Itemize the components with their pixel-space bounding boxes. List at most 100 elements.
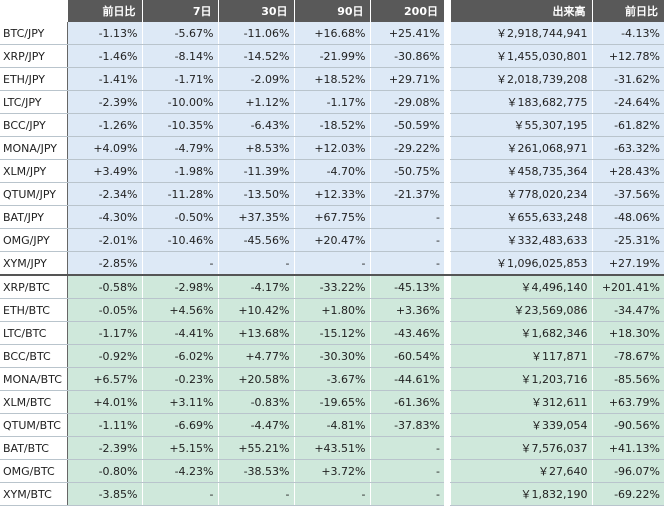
value-cell: -15.12% — [293, 321, 370, 345]
value-cell: -11.28% — [141, 182, 218, 206]
value-cell: -2.34% — [66, 182, 142, 206]
value-cell: -1.71% — [141, 67, 218, 91]
header-cell: 90日 — [293, 0, 370, 22]
value-cell: +10.42% — [217, 298, 294, 322]
value-cell: - — [293, 482, 370, 506]
value-cell: -21.37% — [369, 182, 444, 206]
value-cell: +20.47% — [293, 228, 370, 252]
pair-name: XLM/JPY — [0, 159, 68, 183]
value-cell: +3.49% — [66, 159, 142, 183]
value-cell: -2.09% — [217, 67, 294, 91]
value-cell: -18.52% — [293, 113, 370, 137]
value-cell: +18.30% — [591, 321, 664, 345]
value-cell: -1.11% — [66, 413, 142, 437]
value-cell: - — [141, 251, 218, 276]
value-cell: -5.67% — [141, 22, 218, 45]
pair-name: BTC/JPY — [0, 22, 68, 45]
value-cell: - — [369, 228, 444, 252]
value-cell: ￥339,054 — [449, 413, 592, 437]
table-row: BTC/JPY -1.13% -5.67% -11.06% +16.68% +25.41%… — [0, 22, 664, 45]
value-cell: -85.56% — [591, 367, 664, 391]
value-cell: -44.61% — [369, 367, 444, 391]
pair-name: ETH/BTC — [0, 298, 68, 322]
gap — [444, 22, 450, 45]
value-cell: -29.22% — [369, 136, 444, 160]
gap — [444, 298, 450, 322]
pair-name: XYM/BTC — [0, 482, 68, 506]
value-cell: -4.41% — [141, 321, 218, 345]
value-cell: - — [141, 482, 218, 506]
value-cell: +37.35% — [217, 205, 294, 229]
value-cell: -50.59% — [369, 113, 444, 137]
pair-name: OMG/BTC — [0, 459, 68, 483]
value-cell: +4.77% — [217, 344, 294, 368]
value-cell: -30.86% — [369, 44, 444, 68]
value-cell: +27.19% — [591, 251, 664, 276]
value-cell: -4.70% — [293, 159, 370, 183]
gap — [444, 159, 450, 183]
value-cell: - — [369, 459, 444, 483]
table-row: QTUM/JPY -2.34% -11.28% -13.50% +12.33% -21.3… — [0, 182, 664, 206]
value-cell: +28.43% — [591, 159, 664, 183]
gap — [444, 413, 450, 437]
value-cell: -1.17% — [293, 90, 370, 114]
value-cell: ￥312,611 — [449, 390, 592, 414]
value-cell: -38.53% — [217, 459, 294, 483]
value-cell: -60.54% — [369, 344, 444, 368]
value-cell: -50.75% — [369, 159, 444, 183]
value-cell: +4.56% — [141, 298, 218, 322]
gap — [444, 459, 450, 483]
value-cell: -4.47% — [217, 413, 294, 437]
value-cell: -78.67% — [591, 344, 664, 368]
value-cell: -31.62% — [591, 67, 664, 91]
value-cell: +1.12% — [217, 90, 294, 114]
header-cell: 前日比 — [66, 0, 142, 22]
value-cell: -63.32% — [591, 136, 664, 160]
value-cell: -1.46% — [66, 44, 142, 68]
value-cell: -96.07% — [591, 459, 664, 483]
value-cell: -61.36% — [369, 390, 444, 414]
value-cell: ￥4,496,140 — [449, 274, 592, 299]
pair-name: BAT/JPY — [0, 205, 68, 229]
gap — [444, 344, 450, 368]
pair-name: BCC/JPY — [0, 113, 68, 137]
pair-name: XRP/BTC — [0, 274, 68, 299]
header-cell: 200日 — [369, 0, 444, 22]
value-cell: -1.98% — [141, 159, 218, 183]
value-cell: -3.67% — [293, 367, 370, 391]
value-cell: - — [369, 482, 444, 506]
value-cell: ￥1,455,030,801 — [449, 44, 592, 68]
value-cell: +20.58% — [217, 367, 294, 391]
table-row: XLM/BTC +4.01% +3.11% -0.83% -19.65% -61.36% ￥… — [0, 390, 664, 414]
gap — [444, 67, 450, 91]
value-cell: -0.80% — [66, 459, 142, 483]
value-cell: -4.13% — [591, 22, 664, 45]
table-row: MONA/BTC +6.57% -0.23% +20.58% -3.67% -44.61%… — [0, 367, 664, 391]
value-cell: +3.11% — [141, 390, 218, 414]
value-cell: +67.75% — [293, 205, 370, 229]
value-cell: ￥55,307,195 — [449, 113, 592, 137]
value-cell: -19.65% — [293, 390, 370, 414]
gap — [444, 228, 450, 252]
value-cell: -0.83% — [217, 390, 294, 414]
value-cell: -2.39% — [66, 436, 142, 460]
value-cell: -61.82% — [591, 113, 664, 137]
value-cell: -1.41% — [66, 67, 142, 91]
value-cell: - — [217, 251, 294, 276]
table-row: XYM/JPY -2.85% - - - - ￥1,096,025,853 +27.19% — [0, 251, 664, 276]
pair-name: XYM/JPY — [0, 251, 68, 276]
table-row: QTUM/BTC -1.11% -6.69% -4.47% -4.81% -37.83% ￥… — [0, 413, 664, 437]
header-cell: 出来高 — [449, 0, 592, 22]
value-cell: ￥2,018,739,208 — [449, 67, 592, 91]
value-cell: -37.83% — [369, 413, 444, 437]
value-cell: -45.13% — [369, 274, 444, 299]
value-cell: -48.06% — [591, 205, 664, 229]
value-cell: +41.13% — [591, 436, 664, 460]
gap — [444, 390, 450, 414]
value-cell: +16.68% — [293, 22, 370, 45]
value-cell: -2.01% — [66, 228, 142, 252]
value-cell: - — [369, 436, 444, 460]
pair-name: ETH/JPY — [0, 67, 68, 91]
value-cell: +5.15% — [141, 436, 218, 460]
value-cell: +3.36% — [369, 298, 444, 322]
